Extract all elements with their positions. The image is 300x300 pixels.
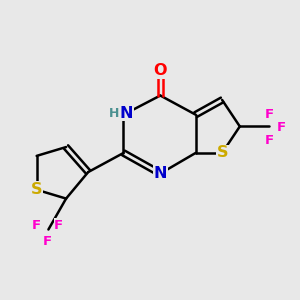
Text: F: F: [54, 219, 63, 232]
Text: F: F: [42, 236, 52, 248]
Text: F: F: [277, 122, 286, 134]
Text: S: S: [216, 146, 228, 160]
Text: S: S: [31, 182, 42, 197]
Text: N: N: [120, 106, 133, 121]
Text: H: H: [109, 107, 119, 120]
Text: F: F: [32, 219, 40, 232]
Text: F: F: [265, 134, 274, 147]
Text: F: F: [265, 108, 274, 121]
Text: N: N: [154, 166, 167, 181]
Text: O: O: [154, 63, 167, 78]
